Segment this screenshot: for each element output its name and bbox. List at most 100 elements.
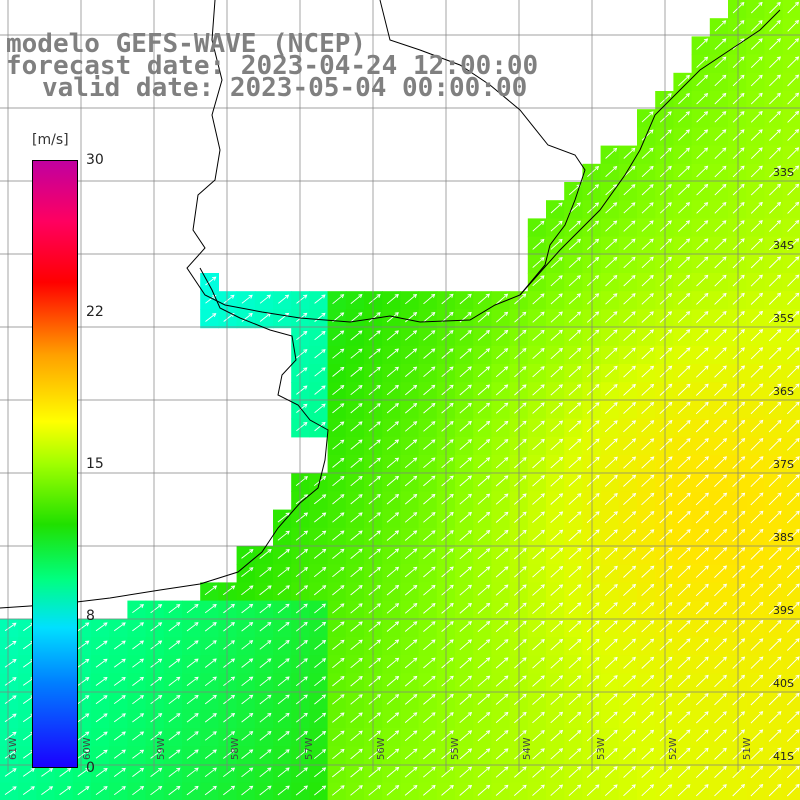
wind-arrow-head xyxy=(667,183,672,189)
wind-arrow-head xyxy=(558,384,563,389)
wind-arrow xyxy=(404,676,417,687)
wind-arrow xyxy=(732,420,745,433)
wind-arrow xyxy=(368,585,381,596)
wind-arrow xyxy=(477,748,490,760)
wind-arrow-head xyxy=(212,694,217,699)
wind-arrow-head xyxy=(540,784,545,789)
wind-arrow-head xyxy=(249,658,254,663)
wind-arrow xyxy=(605,238,618,250)
wind-arrow xyxy=(750,93,763,105)
wind-arrow-head xyxy=(376,766,382,771)
wind-arrow xyxy=(241,585,254,596)
wind-arrow xyxy=(604,675,618,687)
wind-arrow-head xyxy=(449,439,454,444)
lat-label-39s: 39S xyxy=(773,604,794,617)
wind-arrow-head xyxy=(595,729,600,734)
wind-arrow xyxy=(168,731,181,741)
wind-arrow-head xyxy=(795,347,800,352)
wind-arrow xyxy=(441,366,454,378)
wind-arrow-head xyxy=(741,510,746,515)
wind-cell xyxy=(309,291,329,310)
wind-arrow-head xyxy=(467,748,473,753)
wind-arrow-head xyxy=(722,510,728,515)
wind-arrow-head xyxy=(412,312,418,317)
wind-arrow xyxy=(423,585,436,596)
wind-arrow xyxy=(659,347,672,360)
wind-arrow xyxy=(168,786,181,796)
wind-arrow-head xyxy=(230,749,236,754)
wind-arrow xyxy=(350,785,363,796)
wind-arrow xyxy=(750,529,764,542)
wind-arrow xyxy=(568,438,582,451)
wind-arrow-head xyxy=(595,402,600,407)
wind-arrow xyxy=(205,313,216,322)
wind-arrow xyxy=(223,313,235,322)
wind-arrow-head xyxy=(413,766,418,771)
wind-arrow xyxy=(714,438,727,451)
wind-arrow-head xyxy=(540,220,545,225)
wind-arrow-head xyxy=(321,785,327,790)
wind-arrow-head xyxy=(613,656,618,662)
wind-arrow-head xyxy=(522,620,527,625)
wind-arrow-head xyxy=(777,437,782,443)
wind-arrow-head xyxy=(631,147,636,152)
wind-arrow-head xyxy=(176,785,181,790)
wind-arrow xyxy=(514,766,527,778)
wind-arrow xyxy=(750,129,763,141)
wind-arrow xyxy=(477,475,490,487)
wind-arrow xyxy=(405,294,417,305)
wind-arrow-head xyxy=(740,238,745,243)
wind-arrow xyxy=(514,584,527,596)
wind-arrow-head xyxy=(686,602,691,607)
wind-arrow-head xyxy=(267,694,272,699)
wind-arrow-head xyxy=(540,511,545,516)
wind-arrow-head xyxy=(358,657,363,662)
wind-arrow xyxy=(605,275,618,287)
wind-arrow-head xyxy=(376,475,381,480)
wind-arrow xyxy=(768,383,782,396)
wind-arrow-head xyxy=(722,638,727,643)
wind-arrow-head xyxy=(722,674,727,679)
wind-arrow xyxy=(750,620,764,633)
wind-arrow-head xyxy=(613,329,618,334)
wind-arrow xyxy=(77,768,90,777)
wind-arrow xyxy=(423,694,436,705)
wind-arrow xyxy=(568,711,581,724)
wind-arrow xyxy=(514,493,527,505)
wind-arrow xyxy=(659,420,673,433)
wind-arrow xyxy=(259,313,271,322)
wind-arrow xyxy=(786,492,800,506)
wind-arrow xyxy=(659,329,672,342)
wind-arrow-head xyxy=(230,694,236,699)
wind-arrow xyxy=(623,675,636,687)
wind-arrow xyxy=(314,403,326,414)
wind-arrow-head xyxy=(358,294,363,299)
wind-arrow xyxy=(350,385,363,396)
wind-arrow xyxy=(241,604,253,614)
wind-arrow-head xyxy=(394,293,399,298)
wind-arrow xyxy=(750,638,764,651)
wind-arrow xyxy=(204,731,217,741)
wind-arrow xyxy=(404,767,418,778)
wind-arrow-head xyxy=(613,365,618,370)
wind-arrow-head xyxy=(759,474,764,479)
wind-arrow-head xyxy=(595,511,600,516)
wind-arrow xyxy=(332,530,345,541)
wind-arrow-head xyxy=(212,585,218,590)
wind-arrow-head xyxy=(467,402,472,407)
wind-arrow-head xyxy=(613,238,618,243)
wind-arrow xyxy=(768,693,782,706)
wind-arrow xyxy=(623,384,636,396)
wind-arrow-head xyxy=(613,493,618,498)
wind-arrow xyxy=(295,603,308,614)
wind-arrow xyxy=(696,93,708,105)
wind-arrow-head xyxy=(594,238,600,243)
wind-arrow-head xyxy=(67,767,72,772)
wind-arrow-head xyxy=(759,401,764,406)
wind-arrow-head xyxy=(776,1,781,6)
wind-arrow-head xyxy=(704,202,709,207)
wind-arrow xyxy=(696,329,709,342)
wind-arrow xyxy=(732,583,745,597)
wind-arrow xyxy=(550,475,563,487)
wind-arrow xyxy=(514,475,527,487)
